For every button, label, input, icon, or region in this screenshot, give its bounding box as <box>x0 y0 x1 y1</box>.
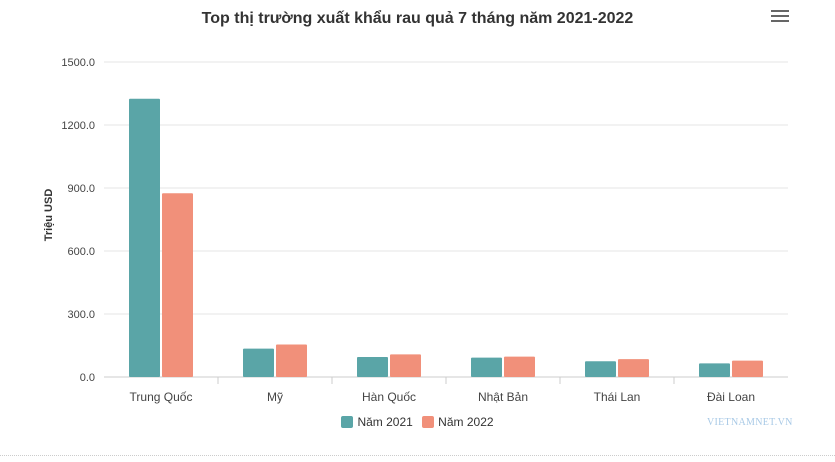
watermark: VIETNAMNET.VN <box>707 417 793 428</box>
y-tick-labels: 0.0 300.0 600.0 900.0 1200.0 1500.0 <box>61 57 95 384</box>
x-tick-label: Hàn Quốc <box>362 390 416 404</box>
bar-2022[interactable] <box>390 354 421 377</box>
bar-2022[interactable] <box>276 344 307 377</box>
bar-2021[interactable] <box>243 348 274 377</box>
y-tick-label: 900.0 <box>67 183 95 195</box>
bar-2021[interactable] <box>699 363 730 377</box>
legend-swatch <box>422 416 435 428</box>
legend-item-2022[interactable]: Năm 2022 <box>422 415 494 429</box>
menu-icon[interactable] <box>770 8 790 24</box>
bar-2021[interactable] <box>471 357 502 377</box>
bar-2022[interactable] <box>732 360 763 377</box>
bar-2021[interactable] <box>585 361 616 377</box>
y-tick-label: 0.0 <box>80 372 95 384</box>
y-tick-label: 1200.0 <box>61 120 95 132</box>
grid-lines <box>104 61 788 378</box>
legend-label: Năm 2022 <box>438 415 494 429</box>
y-tick-label: 1500.0 <box>61 57 95 69</box>
chart-title: Top thị trường xuất khẩu rau quả 7 tháng… <box>201 10 634 27</box>
bar-2021[interactable] <box>357 357 388 377</box>
legend: Năm 2021 Năm 2022 <box>0 415 835 429</box>
bar-2022[interactable] <box>618 359 649 377</box>
x-tick-label: Đài Loan <box>707 390 755 404</box>
x-tick-label: Thái Lan <box>594 390 641 404</box>
bars <box>129 98 763 377</box>
divider <box>0 455 835 457</box>
x-tick-label: Mỹ <box>267 390 283 404</box>
x-tick-label: Nhật Bản <box>478 390 528 404</box>
legend-swatch <box>341 416 354 428</box>
legend-item-2021[interactable]: Năm 2021 <box>341 415 413 429</box>
y-tick-label: 300.0 <box>67 309 95 321</box>
bar-2022[interactable] <box>162 193 193 377</box>
x-tick-labels: Trung Quốc Mỹ Hàn Quốc Nhật Bản Thái Lan Đài … <box>130 377 755 404</box>
legend-label: Năm 2021 <box>357 415 413 429</box>
y-tick-label: 600.0 <box>67 246 95 258</box>
x-tick-label: Trung Quốc <box>130 390 193 404</box>
bar-2022[interactable] <box>504 356 535 377</box>
bar-2021[interactable] <box>129 98 160 377</box>
y-axis-label: Triệu USD <box>43 189 55 242</box>
